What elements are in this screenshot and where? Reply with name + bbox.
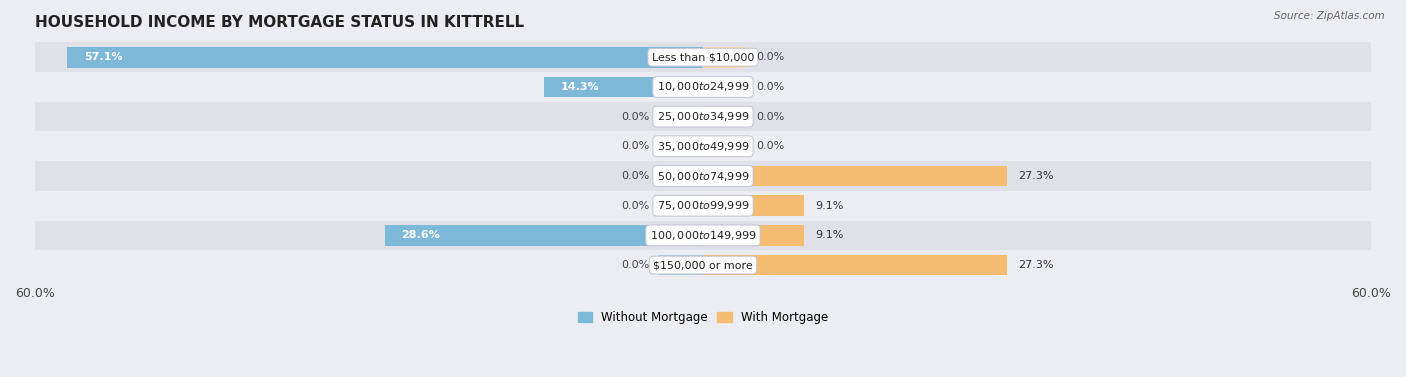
Text: 9.1%: 9.1%	[815, 201, 844, 211]
Bar	[703, 225, 804, 246]
Text: $75,000 to $99,999: $75,000 to $99,999	[657, 199, 749, 212]
Bar	[385, 225, 703, 246]
Text: 0.0%: 0.0%	[756, 52, 785, 62]
Text: $10,000 to $24,999: $10,000 to $24,999	[657, 80, 749, 93]
Text: 0.0%: 0.0%	[621, 201, 650, 211]
Text: 14.3%: 14.3%	[561, 82, 599, 92]
Text: 0.0%: 0.0%	[756, 112, 785, 122]
Text: 0.0%: 0.0%	[621, 260, 650, 270]
Bar	[703, 106, 748, 127]
Legend: Without Mortgage, With Mortgage: Without Mortgage, With Mortgage	[574, 306, 832, 328]
Bar	[703, 47, 748, 67]
Bar	[658, 166, 703, 186]
Text: $50,000 to $74,999: $50,000 to $74,999	[657, 170, 749, 182]
Text: 0.0%: 0.0%	[621, 171, 650, 181]
Text: 28.6%: 28.6%	[401, 230, 440, 241]
Bar	[35, 42, 1371, 72]
Bar	[35, 72, 1371, 102]
Text: 9.1%: 9.1%	[815, 230, 844, 241]
Text: 57.1%: 57.1%	[84, 52, 122, 62]
Bar	[703, 255, 1007, 276]
Bar	[35, 250, 1371, 280]
Bar	[67, 47, 703, 67]
Bar	[35, 191, 1371, 221]
Bar	[35, 102, 1371, 132]
Bar	[658, 195, 703, 216]
Text: Source: ZipAtlas.com: Source: ZipAtlas.com	[1274, 11, 1385, 21]
Bar	[703, 77, 748, 97]
Bar	[35, 161, 1371, 191]
Text: 27.3%: 27.3%	[1018, 171, 1053, 181]
Text: $25,000 to $34,999: $25,000 to $34,999	[657, 110, 749, 123]
Text: $150,000 or more: $150,000 or more	[654, 260, 752, 270]
Text: 27.3%: 27.3%	[1018, 260, 1053, 270]
Text: 0.0%: 0.0%	[756, 82, 785, 92]
Bar	[35, 221, 1371, 250]
Text: $100,000 to $149,999: $100,000 to $149,999	[650, 229, 756, 242]
Bar	[544, 77, 703, 97]
Text: 0.0%: 0.0%	[756, 141, 785, 151]
Bar	[703, 136, 748, 157]
Bar	[703, 195, 804, 216]
Bar	[35, 132, 1371, 161]
Text: Less than $10,000: Less than $10,000	[652, 52, 754, 62]
Text: HOUSEHOLD INCOME BY MORTGAGE STATUS IN KITTRELL: HOUSEHOLD INCOME BY MORTGAGE STATUS IN K…	[35, 15, 524, 30]
Bar	[658, 136, 703, 157]
Text: 0.0%: 0.0%	[621, 112, 650, 122]
Text: 0.0%: 0.0%	[621, 141, 650, 151]
Bar	[658, 255, 703, 276]
Bar	[703, 166, 1007, 186]
Bar	[658, 106, 703, 127]
Text: $35,000 to $49,999: $35,000 to $49,999	[657, 140, 749, 153]
